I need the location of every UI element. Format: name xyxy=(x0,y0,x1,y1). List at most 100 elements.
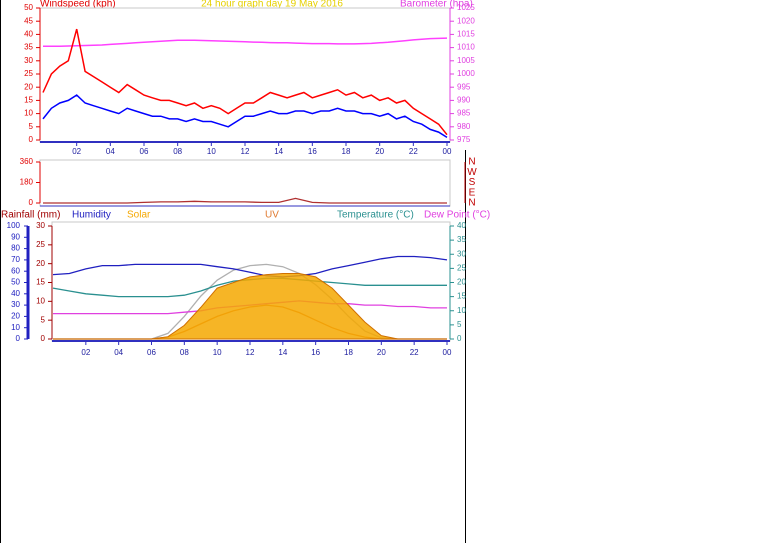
y2-tick-label: 30 xyxy=(457,249,466,258)
y-tick-label: 40 xyxy=(11,289,20,298)
x-tick-label: 06 xyxy=(140,147,149,156)
x-tick-label: 10 xyxy=(207,147,216,156)
y-tick-label: 50 xyxy=(11,278,20,287)
y-tick-label: 360 xyxy=(20,157,34,166)
y2-tick-label: 10 xyxy=(457,306,466,315)
y-axis-label: Windspeed (kph) xyxy=(40,0,116,10)
y2-tick-label: 20 xyxy=(457,278,466,287)
y2-axis-label: Barometer (hpa) xyxy=(400,0,473,10)
x-tick-label: 06 xyxy=(147,348,156,357)
y2-tick-label: 1025 xyxy=(457,3,475,12)
y-tick-label: 90 xyxy=(11,232,20,241)
series-label: Solar xyxy=(127,210,151,221)
y-tick-label: 80 xyxy=(11,244,20,253)
x-tick-label: 14 xyxy=(274,147,283,156)
x-tick-label: 08 xyxy=(180,348,189,357)
plot-frame xyxy=(39,159,451,207)
y-tick-label: 30 xyxy=(24,56,33,65)
y2-tick-label: 1000 xyxy=(457,69,475,78)
y3-tick-label: 10 xyxy=(36,296,45,305)
y3-tick-label: 0 xyxy=(41,334,46,343)
y2-tick-label: N xyxy=(468,157,475,168)
plot-frame xyxy=(39,7,451,143)
x-tick-label: 04 xyxy=(114,348,123,357)
y-tick-label: 35 xyxy=(24,43,33,52)
line xyxy=(43,37,448,48)
y-tick-label: 180 xyxy=(20,178,34,187)
y2-tick-label: 980 xyxy=(457,122,471,131)
y-tick-label: 15 xyxy=(24,96,33,105)
y2-tick-label: 25 xyxy=(457,263,466,272)
chart-title: 24 hour graph day 19 May 2016 xyxy=(201,0,343,10)
y3-tick-label: 30 xyxy=(36,221,45,230)
y2-tick-label: 0 xyxy=(457,334,462,343)
y2-tick-label: N xyxy=(468,198,475,209)
y-tick-label: 50 xyxy=(24,3,33,12)
x-tick-label: 16 xyxy=(311,348,320,357)
y3-tick-label: 25 xyxy=(36,240,45,249)
x-tick-label: 02 xyxy=(72,147,81,156)
y2-tick-label: 40 xyxy=(457,221,466,230)
x-tick-label: 04 xyxy=(106,147,115,156)
y-tick-label: 10 xyxy=(24,109,33,118)
x-tick-label: 18 xyxy=(342,147,351,156)
y2-tick-label: 990 xyxy=(457,96,471,105)
y-tick-label: 0 xyxy=(29,198,34,207)
y-tick-label: 25 xyxy=(24,69,33,78)
y-tick-label: 0 xyxy=(29,135,34,144)
x-tick-label: 20 xyxy=(375,147,384,156)
x-tick-label: 22 xyxy=(409,147,418,156)
y2-tick-label: W xyxy=(467,167,477,178)
y2-tick-label: 15 xyxy=(457,292,466,301)
x-tick-label: 18 xyxy=(344,348,353,357)
x-tick-label: 08 xyxy=(173,147,182,156)
y-tick-label: 20 xyxy=(24,82,33,91)
y-tick-label: 70 xyxy=(11,255,20,264)
series-label: Dew Point (°C) xyxy=(424,210,490,221)
y2-tick-label: 975 xyxy=(457,135,471,144)
y2-tick-label: 1015 xyxy=(457,30,475,39)
y-tick-label: 60 xyxy=(11,266,20,275)
y2-tick-label: 1005 xyxy=(457,56,475,65)
x-tick-label: 12 xyxy=(246,348,255,357)
y-tick-label: 20 xyxy=(11,312,20,321)
series-label: Temperature (°C) xyxy=(337,210,414,221)
y2-tick-label: 5 xyxy=(457,320,462,329)
y-tick-label: 45 xyxy=(24,16,33,25)
y2-tick-label: 35 xyxy=(457,235,466,244)
x-tick-label: 22 xyxy=(410,348,419,357)
x-tick-label: 12 xyxy=(241,147,250,156)
y3-tick-label: 15 xyxy=(36,278,45,287)
line xyxy=(42,28,448,136)
x-tick-label: 00 xyxy=(443,348,452,357)
line xyxy=(52,255,448,278)
area xyxy=(53,273,447,340)
y2-tick-label: S xyxy=(469,177,476,188)
y3-tick-label: 20 xyxy=(36,259,45,268)
x-tick-label: 00 xyxy=(443,147,452,156)
line xyxy=(42,94,448,139)
series-label: UV xyxy=(265,210,279,221)
series-label: Humidity xyxy=(72,210,111,221)
y-tick-label: 100 xyxy=(7,221,21,230)
y-tick-label: 40 xyxy=(24,30,33,39)
y2-tick-label: 995 xyxy=(457,82,471,91)
line xyxy=(43,197,447,204)
x-tick-label: 16 xyxy=(308,147,317,156)
y2-tick-label: 1010 xyxy=(457,43,475,52)
x-tick-label: 14 xyxy=(278,348,287,357)
y2-tick-label: E xyxy=(469,187,476,198)
y2-tick-label: 1020 xyxy=(457,16,475,25)
y-tick-label: 0 xyxy=(16,334,21,343)
y2-tick-label: 985 xyxy=(457,109,471,118)
y3-tick-label: 5 xyxy=(41,315,46,324)
y-tick-label: 30 xyxy=(11,300,20,309)
x-tick-label: 10 xyxy=(213,348,222,357)
y3-axis-label: Rainfall (mm) xyxy=(1,210,60,221)
y-tick-label: 5 xyxy=(29,122,34,131)
x-tick-label: 20 xyxy=(377,348,386,357)
y-tick-label: 10 xyxy=(11,323,20,332)
x-tick-label: 02 xyxy=(81,348,90,357)
